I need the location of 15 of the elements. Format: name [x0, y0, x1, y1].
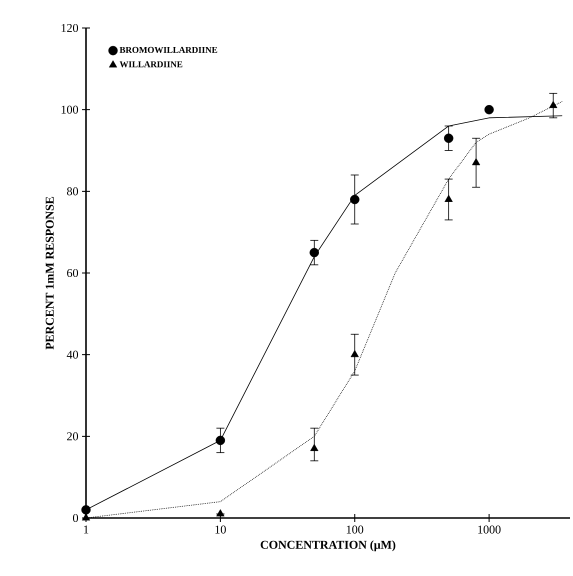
- legend-label: WILLARDIINE: [120, 61, 182, 68]
- x-tick-label: 100: [346, 526, 364, 534]
- y-axis-title: PERCENT 1mM RESPONSE: [46, 196, 54, 350]
- y-tick-label: 40: [66, 350, 78, 359]
- x-tick-label: 1000: [478, 526, 501, 534]
- x-tick-label: 1: [84, 526, 88, 534]
- y-tick-label: 80: [67, 187, 78, 196]
- y-tick-label: 20: [67, 432, 78, 440]
- y-tick-label: 60: [67, 268, 78, 278]
- x-axis-title: CONCENTRATION (μM): [260, 540, 396, 552]
- y-tick-label: 0: [72, 514, 78, 522]
- y-tick-label: 100: [62, 106, 78, 114]
- y-tick-label: 120: [62, 24, 78, 32]
- x-tick-label: 10: [215, 526, 226, 534]
- legend-label: BROMOWILLARDIINE: [120, 46, 218, 53]
